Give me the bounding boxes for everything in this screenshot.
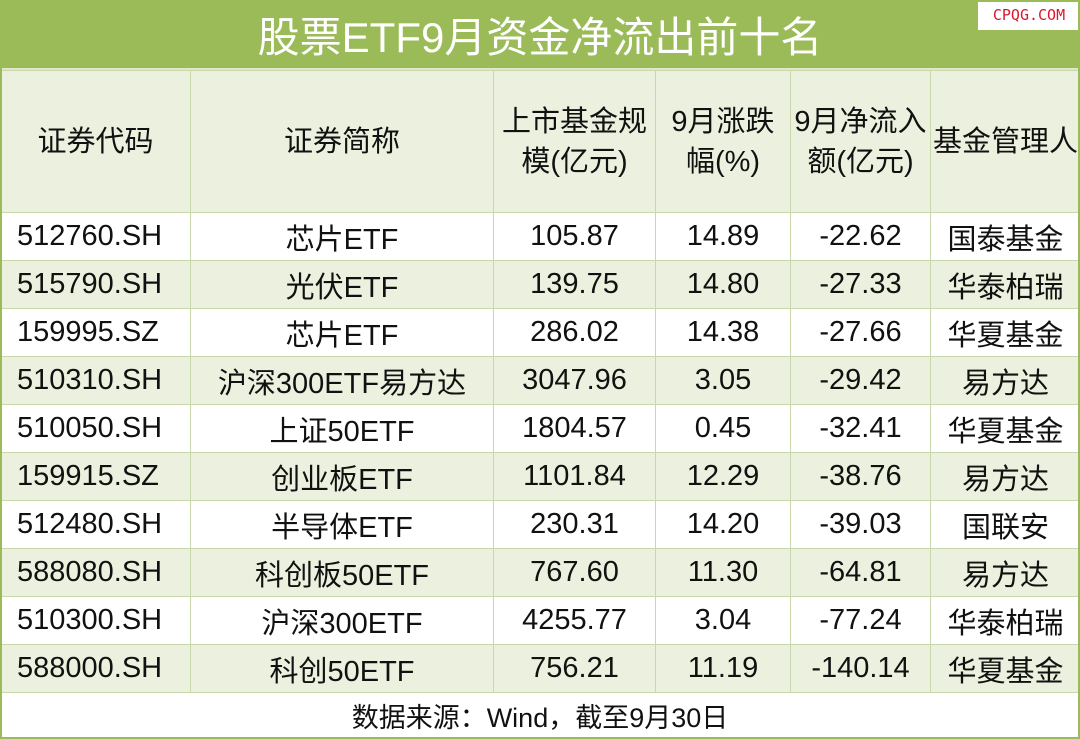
table-cell: -39.03 [790, 500, 931, 549]
table-cell: 3.04 [655, 596, 791, 645]
table-row: 159995.SZ 芯片ETF 286.02 14.38 -27.66 华夏基金 [0, 308, 1080, 357]
table-cell: 1804.57 [493, 404, 656, 453]
table-cell: 767.60 [493, 548, 656, 597]
table-cell: 国泰基金 [930, 212, 1080, 261]
table-cell: 华夏基金 [930, 308, 1080, 357]
table-cell: 510050.SH [0, 404, 191, 453]
table-cell: 512760.SH [0, 212, 191, 261]
table-cell: 14.80 [655, 260, 791, 309]
table-cell: 科创50ETF [190, 644, 494, 693]
table-cell: 3.05 [655, 356, 791, 405]
table-cell: 沪深300ETF易方达 [190, 356, 494, 405]
table-cell: 沪深300ETF [190, 596, 494, 645]
table-cell: 创业板ETF [190, 452, 494, 501]
column-header: 证券代码 [0, 70, 191, 213]
table-cell: 1101.84 [493, 452, 656, 501]
column-header: 基金管理人 [930, 70, 1080, 213]
table-cell: -77.24 [790, 596, 931, 645]
table-cell: 510300.SH [0, 596, 191, 645]
table-title: 股票ETF9月资金净流出前十名 [0, 0, 1080, 70]
table-cell: -38.76 [790, 452, 931, 501]
table-cell: 11.19 [655, 644, 791, 693]
table-cell: 光伏ETF [190, 260, 494, 309]
table-cell: 510310.SH [0, 356, 191, 405]
table-cell: -32.41 [790, 404, 931, 453]
table-cell: 159915.SZ [0, 452, 191, 501]
table-cell: 286.02 [493, 308, 656, 357]
table-cell: 756.21 [493, 644, 656, 693]
table-cell: -27.33 [790, 260, 931, 309]
table-cell: 国联安 [930, 500, 1080, 549]
table-row: 510310.SH 沪深300ETF易方达 3047.96 3.05 -29.42 易方达 [0, 356, 1080, 405]
table-cell: 易方达 [930, 548, 1080, 597]
etf-outflow-table: 证券代码 证券简称 上市基金规模(亿元) 9月涨跌幅(%) 9月净流入额(亿元) 基金管理… [0, 70, 1080, 693]
table-cell: 科创板50ETF [190, 548, 494, 597]
table-cell: 588080.SH [0, 548, 191, 597]
watermark-logo: CPQG.COM [978, 0, 1080, 30]
table-cell: 华夏基金 [930, 644, 1080, 693]
table-cell: 11.30 [655, 548, 791, 597]
table-row: 159915.SZ 创业板ETF 1101.84 12.29 -38.76 易方达 [0, 452, 1080, 501]
column-header: 证券简称 [190, 70, 494, 213]
table-cell: 芯片ETF [190, 308, 494, 357]
header-row: 证券代码 证券简称 上市基金规模(亿元) 9月涨跌幅(%) 9月净流入额(亿元) 基金管理… [0, 70, 1080, 213]
table-cell: 半导体ETF [190, 500, 494, 549]
table-cell: 14.20 [655, 500, 791, 549]
table-cell: 0.45 [655, 404, 791, 453]
table-cell: 588000.SH [0, 644, 191, 693]
column-header: 上市基金规模(亿元) [493, 70, 656, 213]
table-row: 510300.SH 沪深300ETF 4255.77 3.04 -77.24 华泰柏瑞 [0, 596, 1080, 645]
table-row: 515790.SH 光伏ETF 139.75 14.80 -27.33 华泰柏瑞 [0, 260, 1080, 309]
table-cell: 易方达 [930, 452, 1080, 501]
table-row: 510050.SH 上证50ETF 1804.57 0.45 -32.41 华夏基金 [0, 404, 1080, 453]
table-cell: 易方达 [930, 356, 1080, 405]
table-row: 512480.SH 半导体ETF 230.31 14.20 -39.03 国联安 [0, 500, 1080, 549]
column-header: 9月涨跌幅(%) [655, 70, 791, 213]
table-cell: 3047.96 [493, 356, 656, 405]
table-row: 588000.SH 科创50ETF 756.21 11.19 -140.14 华夏基金 [0, 644, 1080, 693]
table-cell: 105.87 [493, 212, 656, 261]
table-cell: 139.75 [493, 260, 656, 309]
table-cell: 14.38 [655, 308, 791, 357]
table-cell: 512480.SH [0, 500, 191, 549]
table-cell: 上证50ETF [190, 404, 494, 453]
table-cell: 华泰柏瑞 [930, 596, 1080, 645]
column-header: 9月净流入额(亿元) [790, 70, 931, 213]
table-cell: 14.89 [655, 212, 791, 261]
table-cell: -22.62 [790, 212, 931, 261]
table-cell: 230.31 [493, 500, 656, 549]
table-cell: 华夏基金 [930, 404, 1080, 453]
table-cell: 华泰柏瑞 [930, 260, 1080, 309]
table-row: 512760.SH 芯片ETF 105.87 14.89 -22.62 国泰基金 [0, 212, 1080, 261]
table-row: 588080.SH 科创板50ETF 767.60 11.30 -64.81 易方达 [0, 548, 1080, 597]
table-cell: 159995.SZ [0, 308, 191, 357]
table-cell: -140.14 [790, 644, 931, 693]
table-cell: 芯片ETF [190, 212, 494, 261]
table-cell: 12.29 [655, 452, 791, 501]
